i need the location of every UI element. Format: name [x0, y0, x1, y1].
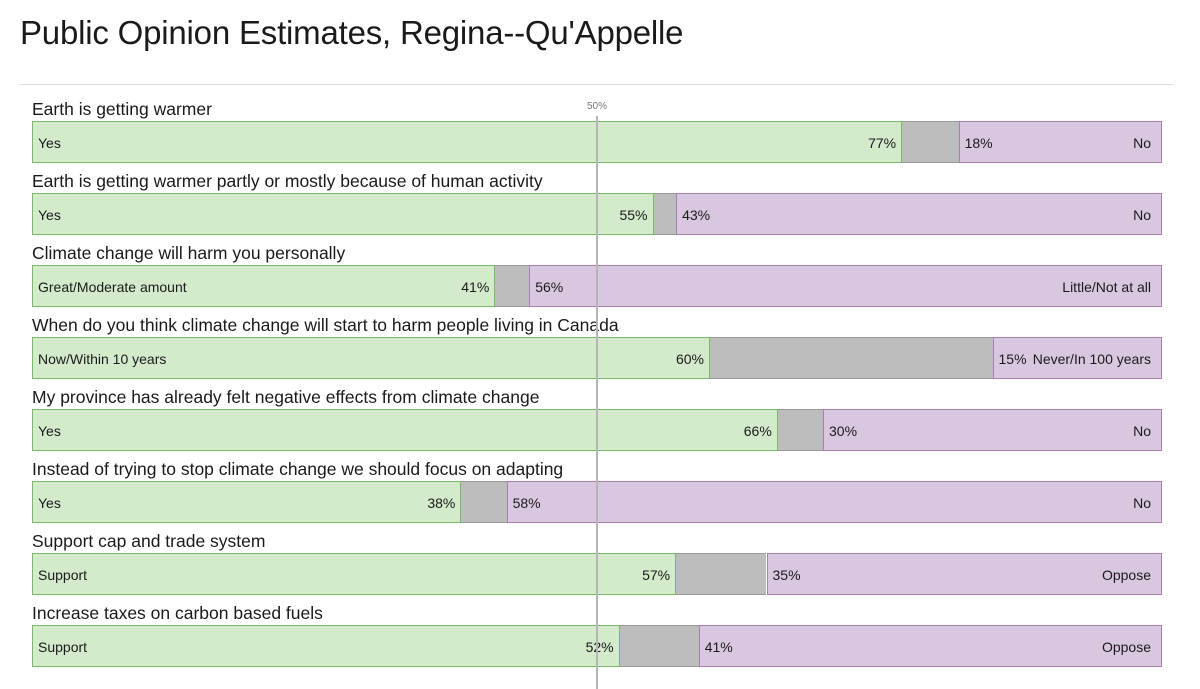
agree-label: Great/Moderate amount	[38, 279, 187, 295]
question-label: When do you think climate change will st…	[32, 315, 619, 335]
disagree-label: No	[1133, 135, 1151, 151]
agree-percent: 38%	[427, 495, 456, 511]
agree-percent: 60%	[675, 351, 704, 367]
disagree-label: Oppose	[1101, 567, 1151, 583]
stacked-bar: Yes 38% 58% No	[32, 481, 1162, 523]
agree-segment: Support 57%	[32, 553, 677, 595]
disagree-label: No	[1133, 423, 1151, 439]
disagree-label: Oppose	[1101, 639, 1151, 655]
agree-percent: 52%	[585, 639, 614, 655]
stacked-bar: Great/Moderate amount 41% 56% Little/Not at…	[32, 265, 1162, 307]
stacked-bar: Yes 77% 18% No	[32, 121, 1162, 163]
agree-label: Yes	[38, 207, 61, 223]
disagree-percent: 35%	[772, 567, 801, 583]
midpoint-line	[596, 116, 598, 689]
midpoint-label: 50%	[586, 101, 607, 112]
chart-row: Increase taxes on carbon based fuels Supp…	[0, 603, 1200, 675]
agree-label: Now/Within 10 years	[38, 351, 167, 367]
agree-label: Yes	[38, 495, 61, 511]
question-label: Earth is getting warmer partly or mostly…	[32, 171, 543, 191]
disagree-segment: 58% No	[506, 481, 1162, 523]
disagree-label: Little/Not at all	[1062, 279, 1151, 295]
stacked-bar: Yes 66% 30% No	[32, 409, 1162, 451]
agree-label: Support	[38, 639, 88, 655]
agree-percent: 41%	[461, 279, 490, 295]
neutral-segment	[902, 121, 959, 163]
neutral-segment	[777, 409, 823, 451]
stacked-bar: Support 57% 35% Oppose	[32, 553, 1162, 595]
disagree-segment: 30% No	[823, 409, 1162, 451]
neutral-segment	[619, 625, 699, 667]
agree-percent: 57%	[642, 567, 671, 583]
disagree-percent: 56%	[535, 279, 564, 295]
agree-percent: 77%	[868, 135, 897, 151]
disagree-segment: 43% No	[676, 193, 1162, 235]
stacked-bar: Support 52% 41% Oppose	[32, 625, 1162, 667]
disagree-label: Never/In 100 years	[1032, 351, 1151, 367]
agree-label: Yes	[38, 423, 61, 439]
disagree-percent: 15%	[998, 351, 1027, 367]
agree-segment: Now/Within 10 years 60%	[32, 337, 710, 379]
agree-label: Yes	[38, 135, 61, 151]
chart-row: Earth is getting warmer Yes 77% 18% No	[0, 99, 1200, 171]
disagree-label: No	[1133, 207, 1151, 223]
neutral-segment	[495, 265, 530, 307]
agree-percent: 55%	[619, 207, 648, 223]
chart-row: My province has already felt negative ef…	[0, 387, 1200, 459]
agree-segment: Great/Moderate amount 41%	[32, 265, 496, 307]
disagree-label: No	[1133, 495, 1151, 511]
agree-percent: 66%	[743, 423, 772, 439]
title-divider	[20, 84, 1174, 85]
question-label: My province has already felt negative ef…	[32, 387, 540, 407]
question-label: Support cap and trade system	[32, 531, 266, 551]
neutral-segment	[653, 193, 677, 235]
disagree-segment: 41% Oppose	[698, 625, 1162, 667]
neutral-segment	[461, 481, 507, 523]
neutral-segment	[710, 337, 993, 379]
disagree-percent: 43%	[682, 207, 711, 223]
agree-segment: Support 52%	[32, 625, 620, 667]
chart-row: Support cap and trade system Support 57% 35…	[0, 531, 1200, 603]
disagree-percent: 30%	[829, 423, 858, 439]
disagree-segment: 56% Little/Not at all	[529, 265, 1162, 307]
question-label: Instead of trying to stop climate change…	[32, 459, 564, 479]
agree-segment: Yes 66%	[32, 409, 778, 451]
question-label: Earth is getting warmer	[32, 99, 212, 119]
agree-segment: Yes 38%	[32, 481, 462, 523]
chart-title: Public Opinion Estimates, Regina--Qu'App…	[20, 14, 684, 51]
disagree-percent: 18%	[964, 135, 993, 151]
agree-label: Support	[38, 567, 88, 583]
disagree-segment: 35% Oppose	[766, 553, 1162, 595]
agree-segment: Yes 55%	[32, 193, 654, 235]
question-label: Climate change will harm you personally	[32, 243, 346, 263]
question-label: Increase taxes on carbon based fuels	[32, 603, 323, 623]
chart-row: Earth is getting warmer partly or mostly…	[0, 171, 1200, 243]
stacked-bar: Yes 55% 43% No	[32, 193, 1162, 235]
disagree-segment: 18% No	[958, 121, 1162, 163]
disagree-percent: 41%	[704, 639, 733, 655]
chart-row: When do you think climate change will st…	[0, 315, 1200, 387]
neutral-segment	[676, 553, 767, 595]
disagree-segment: 15% Never/In 100 years	[992, 337, 1162, 379]
agree-segment: Yes 77%	[32, 121, 903, 163]
disagree-percent: 58%	[512, 495, 541, 511]
chart-row: Climate change will harm you personally G…	[0, 243, 1200, 315]
chart-row: Instead of trying to stop climate change…	[0, 459, 1200, 531]
